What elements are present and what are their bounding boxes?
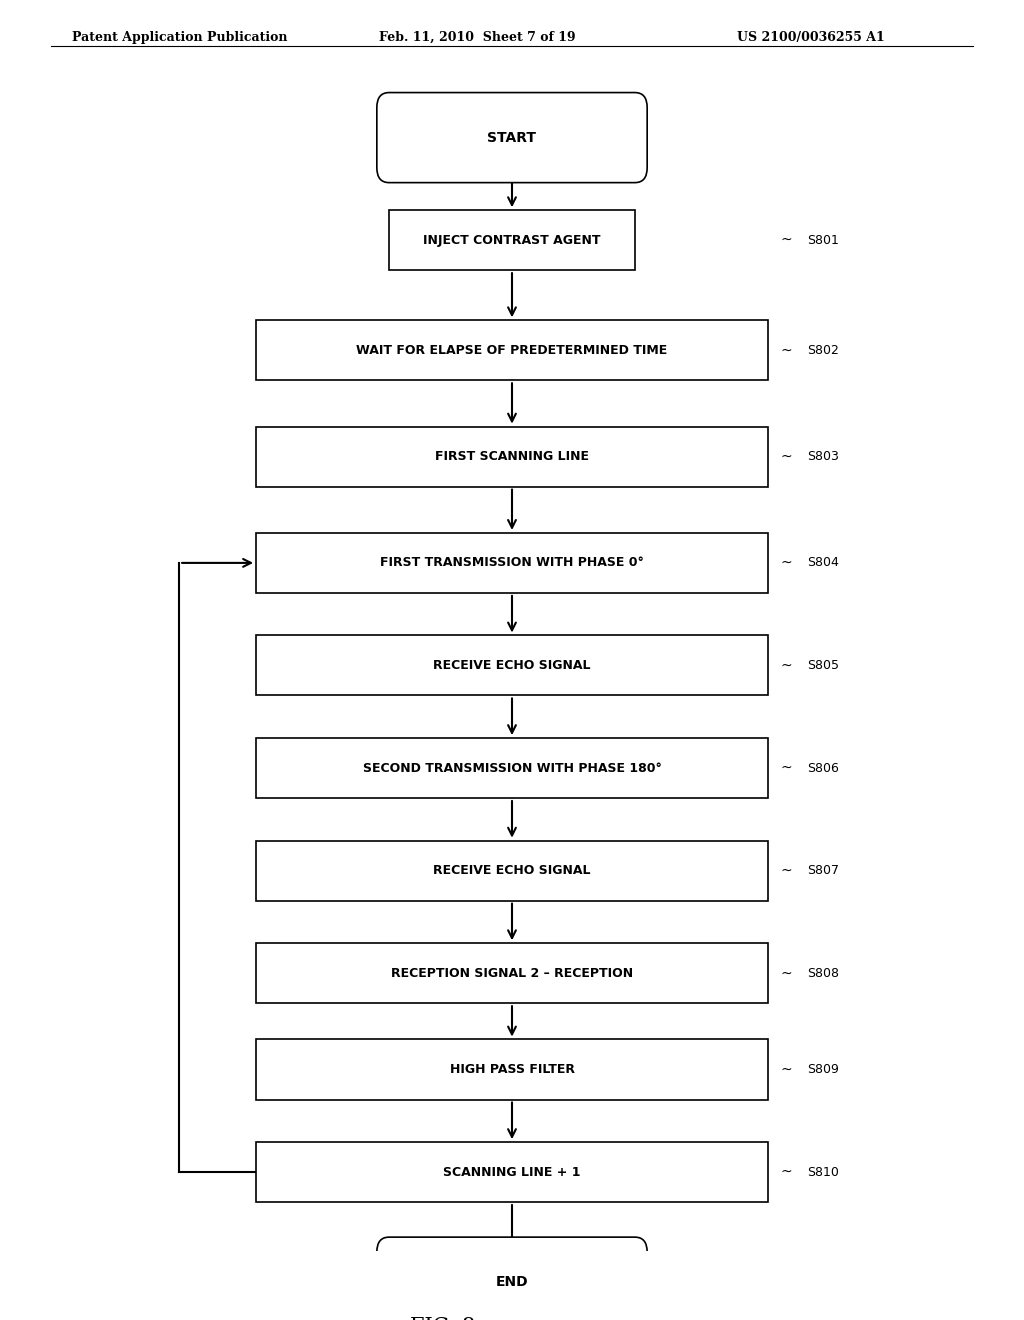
Text: END: END [496, 1275, 528, 1290]
Text: ~: ~ [780, 556, 793, 570]
Text: S803: S803 [807, 450, 839, 463]
FancyBboxPatch shape [256, 738, 768, 799]
Text: SCANNING LINE + 1: SCANNING LINE + 1 [443, 1166, 581, 1179]
Text: RECEIVE ECHO SIGNAL: RECEIVE ECHO SIGNAL [433, 865, 591, 876]
Text: S806: S806 [807, 762, 839, 775]
Text: S802: S802 [807, 343, 839, 356]
Text: START: START [487, 131, 537, 145]
Text: SECOND TRANSMISSION WITH PHASE 180°: SECOND TRANSMISSION WITH PHASE 180° [362, 762, 662, 775]
FancyBboxPatch shape [256, 944, 768, 1003]
Text: US 2100/0036255 A1: US 2100/0036255 A1 [737, 32, 885, 45]
Text: ~: ~ [780, 863, 793, 878]
Text: FIRST SCANNING LINE: FIRST SCANNING LINE [435, 450, 589, 463]
Text: ~: ~ [780, 966, 793, 981]
Text: HIGH PASS FILTER: HIGH PASS FILTER [450, 1063, 574, 1076]
FancyBboxPatch shape [256, 635, 768, 696]
Text: WAIT FOR ELAPSE OF PREDETERMINED TIME: WAIT FOR ELAPSE OF PREDETERMINED TIME [356, 343, 668, 356]
Text: ~: ~ [780, 659, 793, 672]
Text: Feb. 11, 2010  Sheet 7 of 19: Feb. 11, 2010 Sheet 7 of 19 [379, 32, 575, 45]
Text: ~: ~ [780, 450, 793, 463]
FancyBboxPatch shape [256, 533, 768, 593]
Text: ~: ~ [780, 1063, 793, 1077]
Text: RECEPTION SIGNAL 2 – RECEPTION: RECEPTION SIGNAL 2 – RECEPTION [391, 966, 633, 979]
FancyBboxPatch shape [256, 1039, 768, 1100]
Text: FIG. 8: FIG. 8 [410, 1317, 475, 1320]
Text: S804: S804 [807, 557, 839, 569]
Text: ~: ~ [780, 1166, 793, 1179]
FancyBboxPatch shape [377, 1237, 647, 1320]
Text: S805: S805 [807, 659, 839, 672]
Text: S810: S810 [807, 1166, 839, 1179]
FancyBboxPatch shape [256, 1142, 768, 1203]
Text: Patent Application Publication: Patent Application Publication [72, 32, 287, 45]
Text: S801: S801 [807, 234, 839, 247]
Text: S808: S808 [807, 966, 839, 979]
Text: FIRST TRANSMISSION WITH PHASE 0°: FIRST TRANSMISSION WITH PHASE 0° [380, 557, 644, 569]
FancyBboxPatch shape [256, 426, 768, 487]
Text: ~: ~ [780, 762, 793, 775]
Text: INJECT CONTRAST AGENT: INJECT CONTRAST AGENT [423, 234, 601, 247]
Text: RECEIVE ECHO SIGNAL: RECEIVE ECHO SIGNAL [433, 659, 591, 672]
Text: ~: ~ [780, 343, 793, 358]
FancyBboxPatch shape [389, 210, 635, 271]
Text: S809: S809 [807, 1063, 839, 1076]
FancyBboxPatch shape [377, 92, 647, 182]
FancyBboxPatch shape [256, 841, 768, 900]
Text: S807: S807 [807, 865, 839, 876]
FancyBboxPatch shape [256, 321, 768, 380]
Text: ~: ~ [780, 234, 793, 247]
